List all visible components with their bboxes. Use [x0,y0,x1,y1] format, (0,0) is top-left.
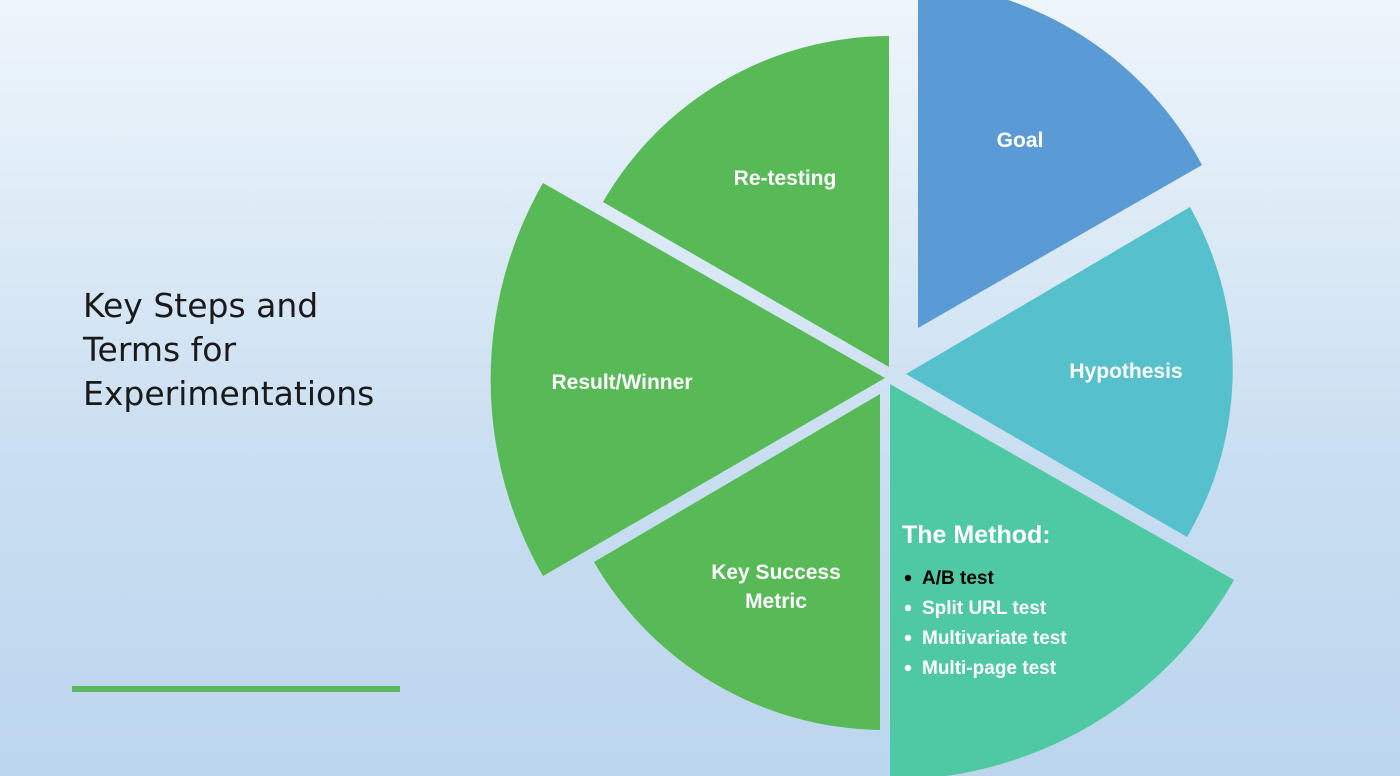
segment-goal[interactable] [918,0,1202,328]
slide-title: Key Steps and Terms for Experimentations [83,284,443,416]
title-line-1: Key Steps and [83,286,319,325]
method-item-ab-test: A/B test [922,568,994,589]
bullet-4 [904,664,912,672]
label-key-success-line-1: Key Success [711,561,841,584]
label-hypothesis: Hypothesis [1069,360,1182,383]
bullet-2 [904,604,912,612]
method-item-multi-page-test: Multi-page test [922,658,1057,679]
label-key-success-line-2: Metric [745,590,807,613]
title-line-2: Terms for [83,330,237,369]
method-item-multivariate-test: Multivariate test [922,628,1067,649]
method-item-split-url-test: Split URL test [922,598,1047,619]
bullet-1 [904,574,912,582]
segment-retesting[interactable] [603,36,889,367]
segment-result-winner[interactable] [490,183,885,576]
title-line-3: Experimentations [83,374,375,413]
segment-hypothesis[interactable] [906,207,1233,537]
segment-key-success-metric[interactable] [594,394,880,730]
label-retesting: Re-testing [734,167,837,190]
method-heading: The Method: [902,521,1051,549]
segment-method[interactable] [890,384,1234,776]
bullet-3 [904,634,912,642]
label-goal: Goal [997,129,1044,152]
accent-rule [72,686,400,692]
label-result-winner: Result/Winner [552,371,693,394]
